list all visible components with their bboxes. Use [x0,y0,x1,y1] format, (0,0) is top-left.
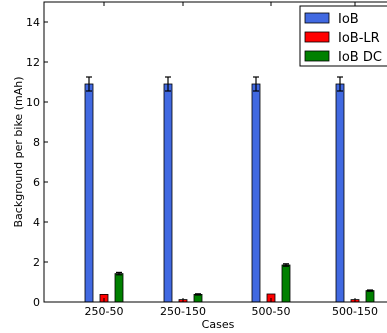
legend: IoB IoB-LR IoB DC [299,5,387,67]
x-axis-label: Cases [202,318,235,331]
legend-swatch [304,12,330,24]
x-axis: 250-50 250-150 500-50 500-150 [85,2,378,318]
y-tick-label: 0 [33,296,40,309]
y-tick-label: 14 [26,16,40,29]
legend-label: IoB [338,12,359,27]
legend-label: IoB-LR [338,31,380,46]
error-bars-layer [86,76,373,296]
bar-iob-dc-250-50 [114,273,124,303]
y-axis-label: Background per bike (mAh) [12,77,25,228]
plot-frame [43,1,387,303]
y-tick-label: 6 [33,176,40,189]
bar-iob-500-150 [335,83,345,303]
bar-iob-250-150 [163,83,173,303]
y-tick-label: 10 [26,96,40,109]
x-tick-label: 500-50 [252,305,291,318]
bar-iob-500-50 [251,83,261,303]
x-tick-label: 250-50 [85,305,124,318]
error-bar [86,76,92,92]
bar-iob-dc-500-150 [365,290,375,303]
error-bar [283,263,289,267]
y-tick-label: 2 [33,256,40,269]
error-bar [253,76,259,92]
x-tick-label: 500-150 [332,305,378,318]
error-bar [337,76,343,92]
y-tick-label: 12 [26,56,40,69]
y-axis: 0 2 4 6 8 10 12 14 [26,16,48,309]
legend-label: IoB DC [338,50,382,65]
error-bar [116,271,122,276]
error-bar [367,289,373,292]
error-bar [195,293,201,296]
bars-layer [84,83,375,303]
y-tick-label: 4 [33,216,40,229]
bar-iob-250-50 [84,83,94,303]
x-tick-label: 250-150 [160,305,206,318]
legend-swatch [304,31,330,43]
y-tick-label: 8 [33,136,40,149]
bar-iob-dc-500-50 [281,264,291,303]
legend-swatch [304,50,330,62]
error-bar [165,76,171,92]
